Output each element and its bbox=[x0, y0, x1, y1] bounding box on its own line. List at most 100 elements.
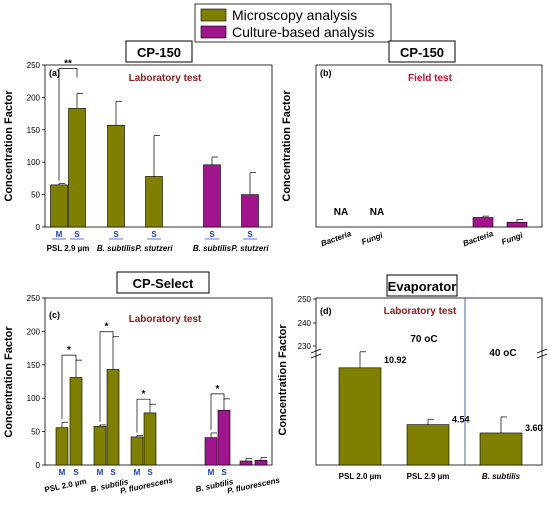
chart-title: Laboratory test bbox=[129, 73, 202, 84]
x-tick-label: B. subtilis bbox=[97, 244, 136, 253]
chart-title: Field test bbox=[408, 73, 453, 84]
y-tick-label: 0 bbox=[36, 223, 41, 232]
panel-d: Evaporator Concentration Factor (d) Laborat… bbox=[277, 274, 548, 481]
x-tick-label: P. fluorescens bbox=[119, 475, 174, 495]
significance-bracket bbox=[136, 398, 151, 433]
bar-sublabel: S bbox=[147, 468, 153, 477]
panel-label: (d) bbox=[320, 306, 332, 316]
y-tick-label: 100 bbox=[27, 158, 41, 167]
y-axis-label: Concentration Factor bbox=[3, 90, 15, 202]
x-tick-label: Bacteria bbox=[462, 229, 495, 248]
bar-c-3 bbox=[93, 425, 107, 466]
x-tick-label: B. subtilis bbox=[482, 472, 521, 481]
bar-sublabel: M bbox=[97, 468, 104, 477]
y-tick-label: 50 bbox=[31, 191, 40, 200]
significance-bracket bbox=[58, 68, 78, 181]
panel-d-box-title-box bbox=[386, 274, 458, 297]
bar-a-3 bbox=[107, 124, 125, 228]
bar-sublabel: S bbox=[113, 230, 119, 239]
significance-marker: ** bbox=[64, 59, 72, 70]
panel-a-box-title: CP-150 bbox=[137, 45, 181, 60]
annotation-temp-70: 70 oC bbox=[410, 334, 437, 345]
axis-break-right bbox=[536, 348, 548, 359]
panel-b: CP-150 Concentration Factor (b) Field test N… bbox=[281, 40, 543, 248]
y-tick-label: 250 bbox=[27, 61, 41, 70]
bar-c-10 bbox=[254, 460, 268, 466]
bar-a-6 bbox=[241, 194, 259, 228]
x-tick-label: PSL 2.0 µm bbox=[339, 472, 382, 481]
y-tick-label: 150 bbox=[27, 126, 41, 135]
y-tick-label: 0 bbox=[36, 461, 41, 470]
legend-label-1: Microscopy analysis bbox=[232, 7, 357, 23]
bar-a-2 bbox=[68, 108, 86, 228]
bar-b-3 bbox=[472, 217, 494, 228]
significance-bracket bbox=[210, 393, 225, 430]
x-tick-label: PSL 2.0 µm bbox=[44, 477, 88, 495]
bar-d-2 bbox=[406, 424, 450, 466]
significance-bracket bbox=[99, 331, 114, 422]
y-axis-label: Concentration Factor bbox=[277, 324, 289, 436]
y-tick-label: 200 bbox=[27, 327, 41, 336]
plot-frame bbox=[44, 297, 273, 466]
legend-frame bbox=[194, 3, 392, 43]
bar-c-7 bbox=[204, 437, 218, 466]
bar-a-1 bbox=[50, 184, 68, 228]
bar-c-5 bbox=[130, 436, 144, 466]
bar-sublabel: S bbox=[74, 230, 80, 239]
bar-sublabel: S bbox=[221, 468, 227, 477]
panel-label: (a) bbox=[49, 68, 60, 78]
bar-sublabel: M bbox=[56, 230, 63, 239]
panel-label: (c) bbox=[49, 310, 60, 320]
panel-b-box-title-box bbox=[388, 40, 456, 63]
chart-title: Laboratory test bbox=[129, 314, 202, 325]
panel-c-box-title-box bbox=[116, 271, 210, 294]
significance-marker: * bbox=[142, 389, 146, 400]
y-tick-label: 250 bbox=[298, 295, 312, 304]
bar-sublabel: M bbox=[208, 468, 215, 477]
bar-sublabel: S bbox=[110, 468, 116, 477]
panel-b-box-title: CP-150 bbox=[400, 45, 444, 60]
bar-sublabel: M bbox=[134, 468, 141, 477]
panel-c: CP-Select 0 50 100 150 200 250 Concentration Fa… bbox=[3, 271, 281, 496]
y-tick-label: 230 bbox=[298, 342, 312, 351]
bar-b-4 bbox=[506, 221, 528, 228]
bar-a-5 bbox=[203, 164, 221, 228]
plot-frame bbox=[315, 64, 543, 228]
na-label: NA bbox=[334, 207, 348, 218]
y-tick-label: 150 bbox=[27, 361, 41, 370]
axis-break-left bbox=[310, 348, 322, 359]
significance-marker: * bbox=[216, 384, 220, 395]
bar-sublabel: S bbox=[209, 230, 215, 239]
panel-label: (b) bbox=[320, 68, 332, 78]
panel-a: CP-150 0 50 100 150 200 250 Concentration Facto… bbox=[3, 40, 273, 253]
y-axis-label: Concentration Factor bbox=[281, 90, 293, 202]
x-tick-label: P. stutzeri bbox=[135, 244, 173, 253]
data-label: 3.60 bbox=[525, 423, 543, 433]
chart-title: Laboratory test bbox=[384, 306, 457, 317]
y-tick-label: 200 bbox=[27, 93, 41, 102]
bar-c-2 bbox=[69, 377, 83, 466]
x-tick-label: Fungi bbox=[500, 230, 524, 246]
panel-d-box-title: Evaporator bbox=[388, 279, 457, 294]
data-label: 4.54 bbox=[452, 415, 470, 425]
bar-d-1 bbox=[338, 367, 382, 466]
legend-swatch-1 bbox=[200, 8, 227, 22]
legend-label-2: Culture-based analysis bbox=[232, 24, 374, 40]
x-tick-label: PSL 2.9 µm bbox=[47, 244, 90, 253]
significance-marker: * bbox=[67, 345, 71, 356]
bar-c-6 bbox=[143, 412, 157, 466]
y-tick-label: 100 bbox=[27, 394, 41, 403]
bar-c-4 bbox=[106, 369, 120, 466]
bar-sublabel: M bbox=[59, 468, 66, 477]
bar-c-1 bbox=[55, 427, 69, 466]
bar-c-9 bbox=[239, 460, 253, 466]
bar-sublabel: S bbox=[73, 468, 79, 477]
y-axis-label: Concentration Factor bbox=[3, 326, 15, 438]
na-label: NA bbox=[370, 207, 384, 218]
data-label: 10.92 bbox=[384, 355, 407, 365]
x-tick-label: PSL 2.9 µm bbox=[407, 472, 450, 481]
y-tick-label: 240 bbox=[298, 319, 312, 328]
x-tick-label: P. fluorescens bbox=[226, 475, 281, 495]
bar-d-3 bbox=[479, 432, 523, 466]
